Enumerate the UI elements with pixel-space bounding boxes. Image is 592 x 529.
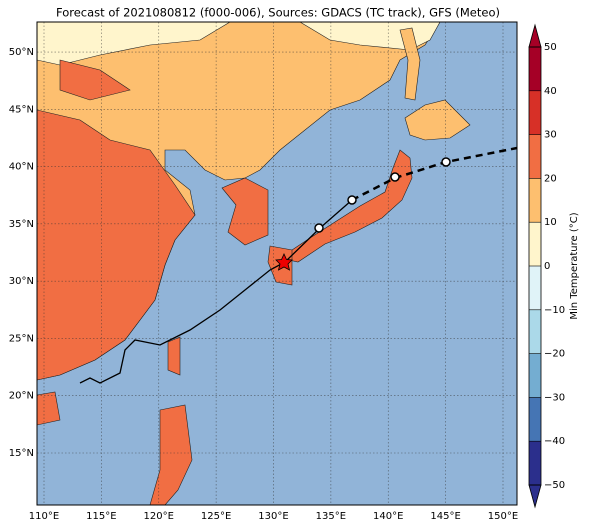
- colorbar-tick-label: 40: [544, 86, 557, 97]
- colorbar-segment: [529, 134, 541, 179]
- y-tick-label: 45°N: [9, 104, 34, 115]
- y-tick-label: 30°N: [9, 276, 34, 287]
- x-tick-label: 140°E: [373, 511, 403, 522]
- storm-symbol: [347, 195, 357, 205]
- philippines: [149, 404, 193, 505]
- colorbar-segment: [529, 266, 541, 310]
- storm-symbol: [314, 223, 324, 233]
- land: [37, 22, 471, 505]
- colorbar-tick-label: −50: [544, 480, 565, 491]
- x-tick-label: 135°E: [316, 511, 346, 522]
- y-tick-label: 25°N: [9, 333, 34, 344]
- colorbar-segment: [529, 397, 541, 442]
- colorbar-segment: [529, 90, 541, 135]
- colorbar-tick-label: −30: [544, 392, 565, 403]
- warm-region: [37, 59, 196, 381]
- honshu: [279, 149, 413, 263]
- x-tick-label: 120°E: [144, 511, 174, 522]
- colorbar-tick-label: −10: [544, 305, 565, 316]
- y-tick-label: 40°N: [9, 162, 34, 173]
- colorbar-segment: [529, 178, 541, 223]
- colorbar-segment: [529, 441, 541, 485]
- colorbar-label: Min Temperature (°C): [569, 212, 580, 319]
- track-forecast: [351, 146, 518, 202]
- colorbar-tick-label: 20: [544, 173, 557, 184]
- x-tick-label: 150°E: [488, 511, 518, 522]
- colorbar-segment: [529, 353, 541, 398]
- y-tick-label: 50°N: [9, 47, 34, 58]
- korea: [221, 177, 269, 246]
- y-tick-label: 15°N: [9, 448, 34, 459]
- storm-symbol: [441, 157, 451, 167]
- y-tick-label: 35°N: [9, 219, 34, 230]
- colorbar-tick-label: −40: [544, 436, 565, 447]
- colorbar-tick-label: 10: [544, 217, 557, 228]
- chart-title: Forecast of 2021080812 (f000-006), Sourc…: [56, 6, 500, 20]
- colorbar-extend-max: [528, 23, 542, 48]
- x-tick-label: 110°E: [29, 511, 59, 522]
- hokkaido: [404, 99, 471, 141]
- y-tick-label: 20°N: [9, 391, 34, 402]
- x-tick-label: 115°E: [86, 511, 116, 522]
- storm-symbol: [390, 172, 400, 182]
- x-tick-label: 145°E: [430, 511, 460, 522]
- colorbar-tick-label: 0: [544, 261, 550, 272]
- colorbar-tick-label: 30: [544, 130, 557, 141]
- sakhalin: [399, 27, 421, 101]
- taiwan: [167, 336, 181, 376]
- colorbar-segment: [529, 47, 541, 91]
- colorbar-tick-label: 50: [544, 42, 557, 53]
- colorbar-tick-label: −20: [544, 349, 565, 360]
- colorbar-extend-min: [528, 484, 542, 509]
- colorbar-segment: [529, 309, 541, 354]
- hainan: [37, 391, 61, 426]
- colorbar-segment: [529, 222, 541, 266]
- x-tick-label: 125°E: [201, 511, 231, 522]
- current-position: [275, 253, 293, 271]
- x-tick-label: 130°E: [258, 511, 288, 522]
- tc-track: [79, 146, 518, 384]
- map-frame: [36, 21, 518, 506]
